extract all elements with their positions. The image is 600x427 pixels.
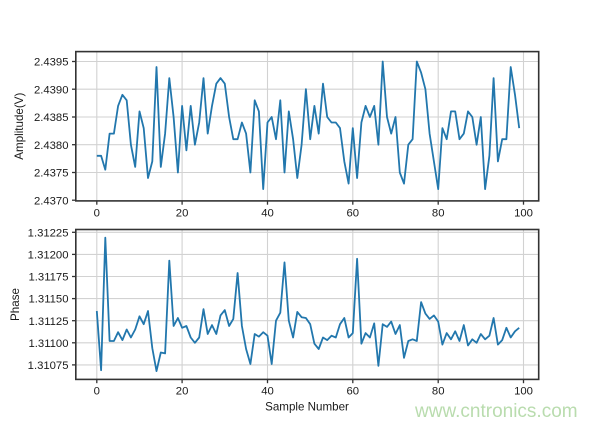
- svg-text:1.31100: 1.31100: [29, 338, 69, 350]
- svg-text:1.31075: 1.31075: [28, 360, 69, 372]
- svg-text:20: 20: [176, 207, 189, 219]
- svg-text:60: 60: [347, 207, 360, 219]
- svg-text:www.cntronics.com: www.cntronics.com: [414, 401, 578, 422]
- svg-text:2.4395: 2.4395: [34, 57, 69, 69]
- svg-text:2.4375: 2.4375: [34, 168, 69, 180]
- svg-text:2.4390: 2.4390: [34, 84, 69, 96]
- svg-text:0: 0: [94, 207, 100, 219]
- svg-text:1.31225: 1.31225: [28, 227, 69, 239]
- svg-text:2.4385: 2.4385: [34, 112, 69, 124]
- svg-text:1.31125: 1.31125: [29, 316, 69, 328]
- svg-text:Sample Number: Sample Number: [265, 401, 349, 414]
- svg-text:80: 80: [432, 207, 445, 219]
- svg-text:0: 0: [94, 386, 100, 398]
- svg-text:Amplitude(V): Amplitude(V): [13, 93, 26, 160]
- svg-text:40: 40: [261, 386, 274, 398]
- svg-text:60: 60: [347, 386, 360, 398]
- svg-text:2.4380: 2.4380: [34, 140, 69, 152]
- svg-text:Phase: Phase: [9, 288, 22, 321]
- svg-text:80: 80: [432, 386, 445, 398]
- svg-text:20: 20: [176, 386, 189, 398]
- svg-text:1.31175: 1.31175: [29, 272, 69, 284]
- svg-text:100: 100: [514, 207, 533, 219]
- svg-text:2.4370: 2.4370: [34, 195, 69, 207]
- svg-text:1.31150: 1.31150: [29, 294, 69, 306]
- svg-text:100: 100: [514, 386, 533, 398]
- svg-text:40: 40: [261, 207, 274, 219]
- svg-text:1.31200: 1.31200: [28, 250, 69, 262]
